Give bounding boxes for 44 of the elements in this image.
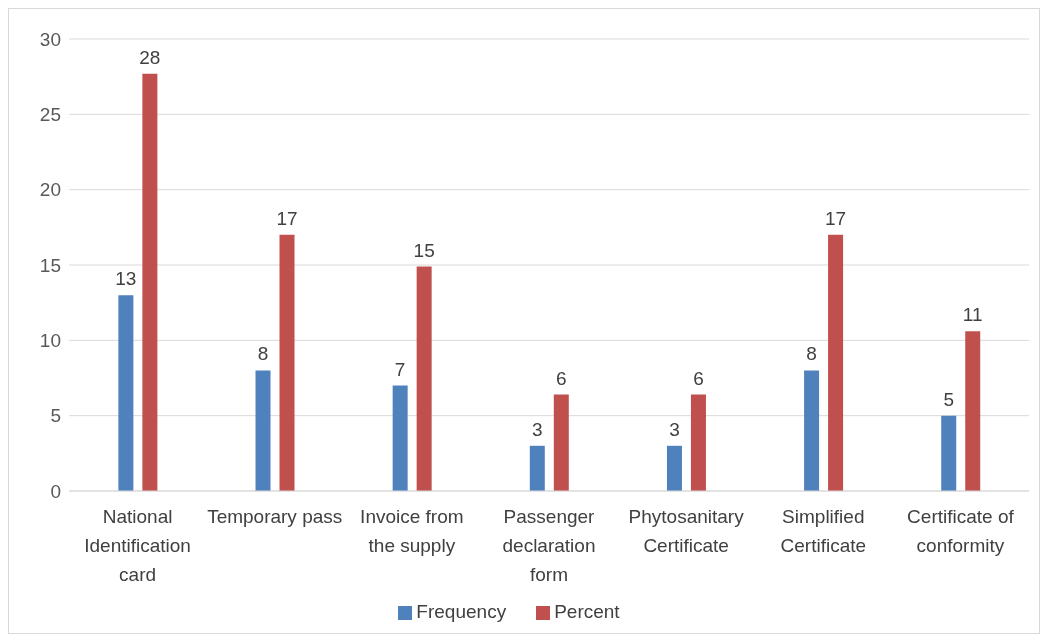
data-label: 17 — [276, 207, 298, 229]
bar — [416, 266, 432, 491]
data-label: 8 — [806, 343, 817, 365]
data-label: 6 — [556, 367, 567, 389]
x-tick-label: National Identification card — [84, 506, 191, 585]
bar — [828, 234, 844, 491]
x-tick-label: Invoice from the supply — [360, 506, 464, 556]
bar — [690, 394, 706, 491]
y-tick-label: 25 — [39, 104, 61, 126]
bar — [255, 370, 271, 491]
bar — [279, 234, 295, 491]
y-tick-label: 5 — [50, 405, 61, 427]
legend-label: Frequency — [416, 601, 507, 622]
bar — [666, 445, 682, 491]
data-label: 6 — [693, 367, 704, 389]
x-tick-label: Temporary pass — [207, 506, 343, 527]
bar — [142, 73, 158, 491]
data-label: 3 — [532, 418, 543, 440]
x-tick-label: Simplified Certificate — [780, 506, 867, 556]
data-label: 11 — [962, 304, 983, 326]
y-tick-label: 30 — [39, 28, 61, 50]
y-tick-label: 15 — [39, 254, 61, 276]
x-tick-label: Passenger declaration form — [502, 506, 596, 585]
bar — [553, 394, 569, 491]
data-label: 28 — [139, 46, 161, 68]
bar — [392, 385, 408, 491]
data-label: 7 — [394, 358, 406, 380]
bar — [118, 295, 134, 491]
bar — [804, 370, 820, 491]
data-label: 17 — [825, 207, 847, 229]
data-label: 15 — [413, 239, 435, 261]
x-tick-label: Certificate of conformity — [907, 506, 1015, 556]
x-tick-label: Phytosanitary Certificate — [628, 506, 745, 556]
bar — [529, 445, 545, 491]
bar — [941, 415, 957, 491]
data-label: 3 — [669, 418, 680, 440]
data-label: 5 — [943, 388, 955, 410]
data-label: 13 — [115, 268, 137, 290]
y-tick-label: 10 — [39, 330, 61, 352]
data-label: 8 — [257, 343, 269, 365]
y-tick-label: 0 — [50, 480, 61, 502]
bar — [965, 331, 981, 491]
legend-label: Percent — [554, 601, 620, 622]
y-tick-label: 20 — [39, 179, 61, 201]
